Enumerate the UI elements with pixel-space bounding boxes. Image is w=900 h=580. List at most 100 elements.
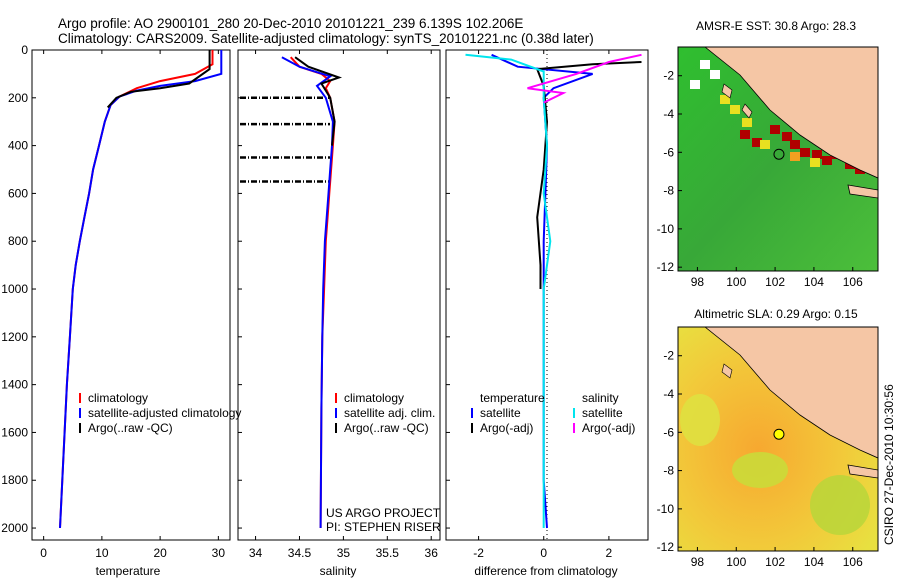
project-line1: US ARGO PROJECT [326,506,441,520]
map-x-tick-label: 102 [765,555,785,569]
salinity-series [281,56,343,529]
map-x-tick-label: 106 [843,275,863,289]
y-tick-label: 800 [8,234,28,248]
legend-label: Argo(..raw -QC) [88,421,173,435]
sst-warm-cell [740,130,750,139]
legend-label: satellite [480,406,521,420]
y-tick-label: 200 [8,91,28,105]
map-x-tick-label: 100 [726,555,746,569]
y-tick-label: 400 [8,139,28,153]
x-tick-label: 34.5 [288,546,312,560]
series-line [106,50,211,109]
sst-warm-cell [822,156,832,165]
sst-warm-cell [760,140,770,149]
sla-low-anomaly-2 [810,475,870,535]
y-tick-label: 600 [8,186,28,200]
difference-x-axis: -2 0 2 [446,49,613,560]
java-land [847,184,878,199]
salinity-x-axis: 34 34.5 35 35.5 36 [238,49,439,560]
map-y-tick-label: -8 [663,464,674,478]
map-x-tick-label: 106 [843,555,863,569]
legend-header: temperature [480,391,545,405]
sst-warm-cell [800,148,810,157]
temperature-panel: 0 200 400 600 800 1000 1200 1400 1600 1800 2000 0 1… [1,43,241,578]
sst-missing-cell [700,60,710,69]
legend-label: satellite [582,406,623,420]
legend-label: Argo(..raw -QC) [344,421,429,435]
difference-panel: -2 0 2 difference from climatology tempera… [445,49,649,578]
sst-map-axes: 98 100 102 104 106 -2 -4 -6 -8 -10 -12 [657,69,863,289]
sla-argo-marker [773,428,785,440]
sst-warm-cell [752,138,762,147]
series-line [491,53,593,529]
sst-warm-cell [810,158,820,167]
y-tick-label: 2000 [1,521,28,535]
map-x-tick-label: 104 [804,555,824,569]
sst-warm-cell [790,140,800,149]
x-tick-label: -2 [473,546,484,560]
difference-xlabel: difference from climatology [474,564,617,578]
temperature-axes-box [31,49,231,541]
x-tick-label: 0 [540,546,547,560]
sst-map: AMSR-E SST: 30.8 Argo: 28.3 98 100 102 104 1… [657,19,879,289]
x-tick-label: 35 [337,546,351,560]
pagai-island [741,103,753,119]
temperature-x-axis: 0 10 20 30 [40,50,225,560]
temperature-xlabel: temperature [96,564,161,578]
sumatra-land-sla [704,327,878,459]
legend-label: satellite adj. clim. [344,406,435,420]
sst-warm-cell [790,152,800,161]
map-y-tick-label: -10 [657,222,675,236]
map-y-tick-label: -4 [663,387,674,401]
siberut-island [721,83,733,99]
x-tick-label: 2 [606,546,613,560]
java-land-sla [847,464,878,479]
y-tick-label: 1600 [1,425,28,439]
x-tick-label: 0 [40,546,47,560]
sst-map-frame [677,46,879,272]
sla-low-anomaly-3 [680,394,720,446]
legend-label: Argo(-adj) [582,421,635,435]
sla-low-anomaly-1 [732,452,788,488]
siberut-island-sla [721,363,733,379]
legend-label: climatology [88,391,148,405]
series-line [59,50,223,529]
series-line [281,56,334,529]
series-line [527,53,642,104]
y-tick-label: 1200 [1,330,28,344]
temperature-series [59,50,223,529]
sst-argo-marker [773,148,785,160]
sst-map-title: AMSR-E SST: 30.8 Argo: 28.3 [696,19,856,33]
map-y-tick-label: -2 [663,69,674,83]
y-tick-label: 1400 [1,378,28,392]
x-tick-label: 35.5 [376,546,400,560]
map-y-tick-label: -12 [657,540,675,554]
difference-legend: temperaturesatelliteArgo(-adj)salinitysa… [471,391,635,435]
difference-series [465,53,642,529]
map-x-tick-label: 102 [765,275,785,289]
sst-warm-cell [720,95,730,104]
series-line [289,56,336,529]
legend-label: climatology [344,391,404,405]
header-line1: Argo profile: AO 2900101_280 20-Dec-2010… [58,16,523,31]
sla-map-axes: 98 100 102 104 106 -2 -4 -6 -8 -10 -12 [657,349,863,569]
legend-label: satellite-adjusted climatology [88,406,241,420]
sla-map-title: Altimetric SLA: 0.29 Argo: 0.15 [694,307,858,321]
x-tick-label: 36 [425,546,439,560]
sst-missing-cell [690,80,700,89]
x-tick-label: 20 [153,546,167,560]
y-tick-label: 0 [21,43,28,57]
series-line [294,56,343,146]
map-y-tick-label: -4 [663,107,674,121]
legend-header: salinity [582,391,619,405]
salinity-xlabel: salinity [320,564,357,578]
header-line2: Climatology: CARS2009. Satellite-adjuste… [58,31,594,46]
map-x-tick-label: 98 [691,275,705,289]
series-line [59,50,214,529]
salinity-panel: 34 34.5 35 35.5 36 salinity climatologysatel… [237,49,441,578]
map-x-tick-label: 100 [726,275,746,289]
y-tick-label: 1800 [1,473,28,487]
x-tick-label: 30 [212,546,226,560]
